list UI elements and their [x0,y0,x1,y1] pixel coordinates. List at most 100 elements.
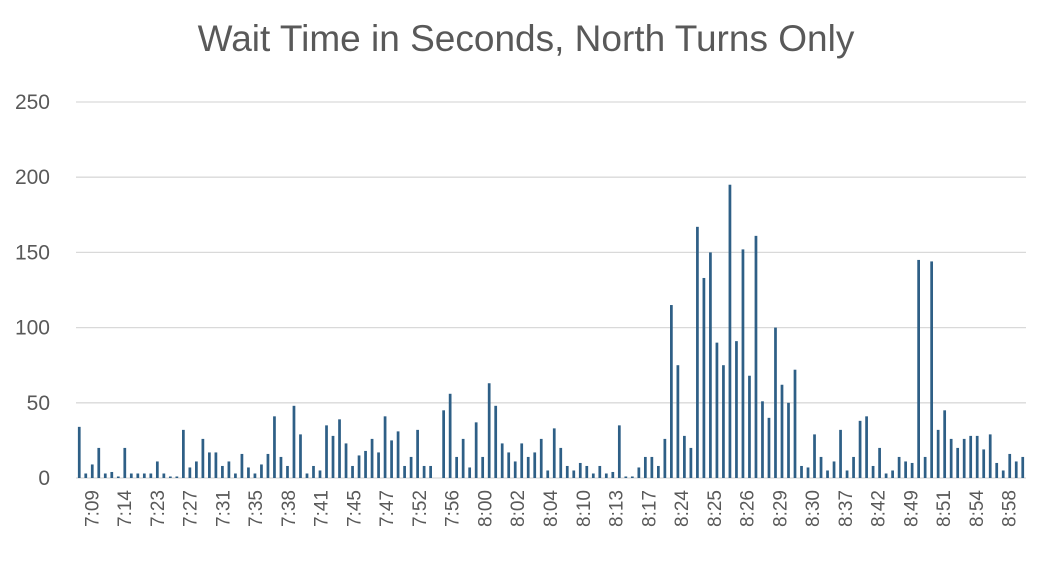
bar [565,465,569,478]
bar [461,438,465,478]
x-tick-label: 8:49 [901,490,922,527]
bar [409,456,413,478]
x-tick-label: 8:26 [738,490,759,527]
bar [429,465,432,478]
bar [221,465,224,478]
bar [520,443,524,478]
bar [305,473,309,478]
bar [507,452,511,478]
x-tick-label: 8:54 [967,490,988,527]
x-tick-label: 8:51 [934,490,955,527]
bar [604,473,608,478]
y-tick-label: 200 [15,166,50,189]
bar [748,375,751,478]
bar [910,462,914,478]
bar [448,393,452,478]
bar [1001,470,1005,478]
bar [195,461,198,478]
bar [995,462,999,478]
bar [936,429,940,478]
bar [858,420,862,478]
x-tick-label: 8:17 [639,490,660,527]
bar [279,456,283,478]
bar [155,461,159,478]
x-tick-label: 8:37 [836,490,857,527]
y-tick-label: 250 [15,91,50,114]
bar [689,447,693,478]
bar [266,453,270,478]
bar [273,416,276,478]
bar [845,470,849,478]
bar [676,365,680,478]
bar [533,452,537,478]
bar [683,435,686,478]
bar [97,447,101,478]
bar [351,465,354,478]
bar [1014,461,1018,478]
x-tick-label: 7:52 [410,490,431,527]
bar [767,417,771,478]
bar [175,476,179,478]
bar [722,365,725,478]
bar [552,428,556,478]
bar [129,473,133,478]
bar [578,462,582,478]
bar [891,470,894,478]
bar [962,438,966,478]
bar [260,464,263,478]
y-tick-label: 100 [15,317,50,340]
bar [930,261,934,478]
bar [370,438,374,478]
bar [494,405,498,478]
bar [637,467,641,478]
bar [539,438,543,478]
bar [826,470,829,478]
bar [286,465,289,478]
bar [142,473,146,478]
x-tick-label: 8:24 [672,490,693,527]
bar [709,252,712,478]
bar [715,342,719,478]
bar [754,235,758,478]
bar [761,401,764,478]
bar [884,473,888,478]
bar [513,461,517,478]
bar [787,402,790,478]
bar [357,455,361,478]
bar [390,440,393,478]
bar [657,465,660,478]
bar [227,461,231,478]
bar [84,473,88,478]
x-tick-label: 8:30 [803,490,824,527]
bar [123,447,127,478]
bar [702,277,706,478]
bar [897,456,901,478]
bar [546,470,550,478]
x-tick-label: 8:02 [508,490,529,527]
bar [663,438,667,478]
bar [852,456,855,478]
x-tick-label: 8:10 [574,490,595,527]
bar [455,456,459,478]
bar [975,435,979,478]
bar [208,452,211,478]
bar [162,473,166,478]
x-tick-label: 8:00 [475,490,496,527]
x-tick-label: 7:35 [246,490,267,527]
bar [923,456,927,478]
bar [344,443,348,478]
x-tick-label: 8:29 [770,490,791,527]
bar [819,456,823,478]
bar [474,422,478,478]
bar [1008,453,1012,478]
x-tick-label: 7:38 [279,490,300,527]
bar [806,467,810,478]
bar [949,438,953,478]
bar [813,434,816,478]
x-tick-label: 8:25 [705,490,726,527]
bar [168,476,172,478]
x-tick-label: 7:14 [115,490,136,527]
x-tick-label: 8:42 [869,490,890,527]
bar [422,465,426,478]
